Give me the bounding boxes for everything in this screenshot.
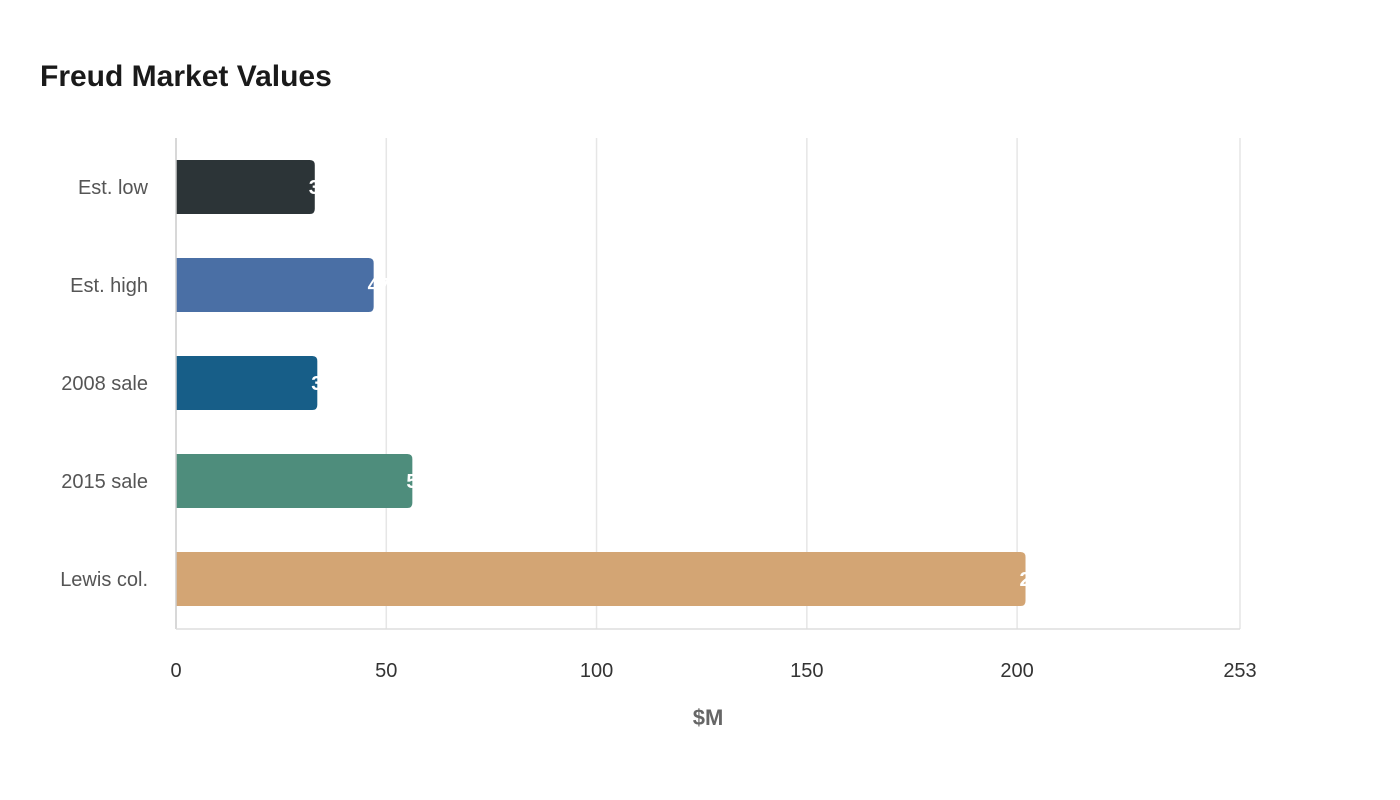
chart-title: Freud Market Values [40,60,332,93]
x-tick-label: 100 [580,660,613,682]
x-tick-labels: 0 50 100 150 200 253 [170,660,1256,682]
category-label: 2015 sale [61,471,148,493]
x-tick-label: 0 [170,660,181,682]
category-label: Est. low [78,177,149,199]
x-axis-title: $M [693,705,724,730]
category-label: 2008 sale [61,373,148,395]
x-tick-label: 50 [375,660,397,682]
bar [176,552,1026,606]
x-tick-label: 200 [1000,660,1033,682]
data-label: 47 [368,275,390,297]
category-label: Lewis col. [60,569,148,591]
gridlines [385,138,1241,629]
category-labels: Est. low Est. high 2008 sale 2015 sale Lewis… [60,177,148,591]
data-labels: 33 47 33.6 56.2 202 [309,177,1053,591]
data-label: 33 [309,177,331,199]
axes [175,138,1240,630]
data-label: 202 [1020,569,1053,591]
category-label: Est. high [70,275,148,297]
bar [176,258,374,312]
x-tick-label: 150 [790,660,823,682]
x-tick-label: 253 [1223,660,1256,682]
bar [176,160,315,214]
bar [176,356,318,410]
data-label: 56.2 [406,471,445,493]
bars [176,160,1026,606]
bar [176,454,413,508]
data-label: 33.6 [311,373,350,395]
